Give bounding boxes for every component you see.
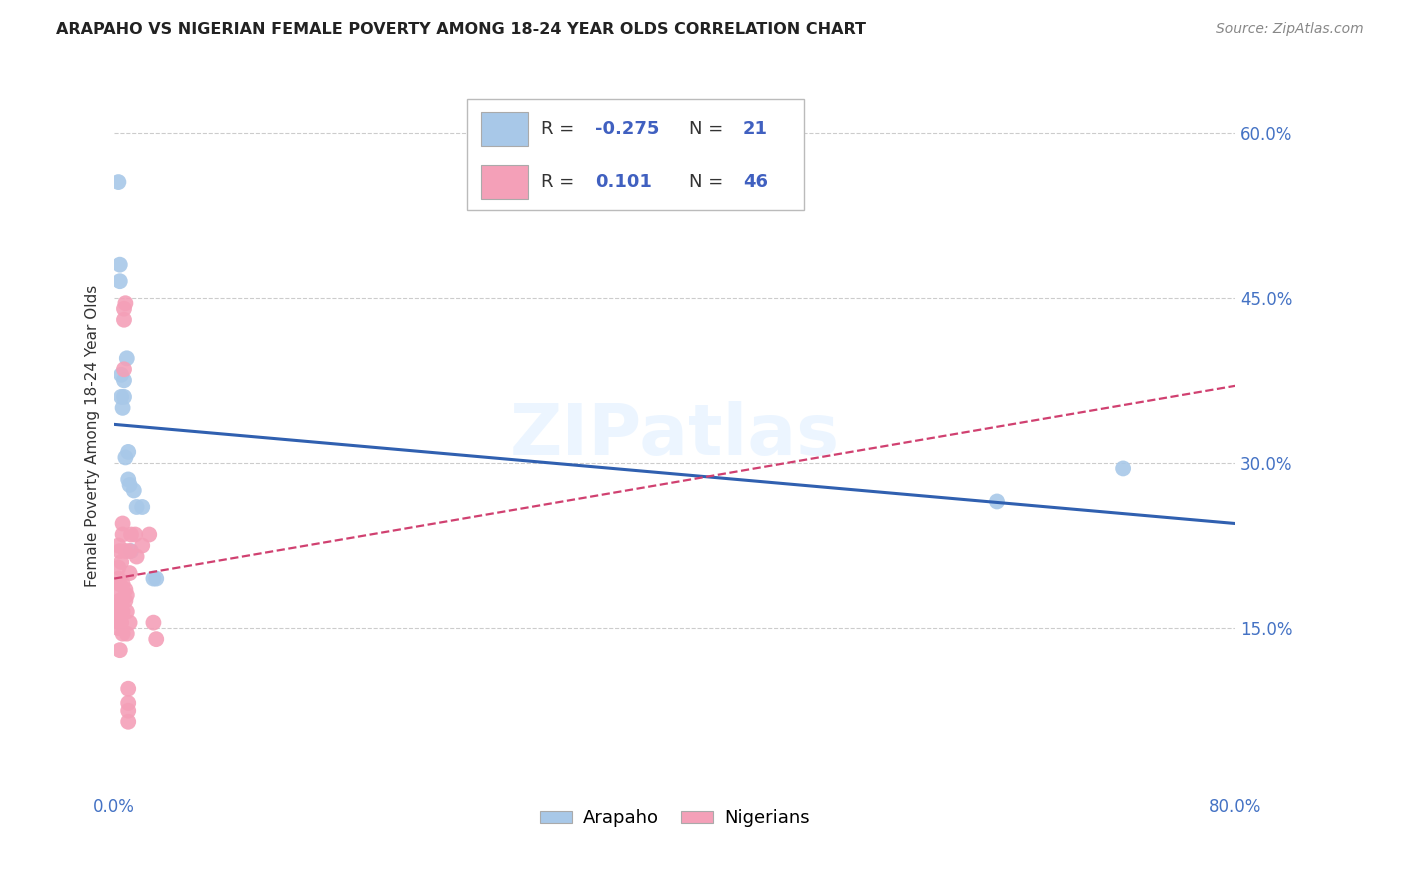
Point (107, 582, 129, 597)
Point (111, 516, 134, 531)
Point (114, 593, 136, 607)
Point (108, 615, 131, 630)
Point (108, 643, 131, 657)
Point (114, 582, 136, 597)
Point (110, 555, 132, 569)
Point (125, 549, 148, 564)
Point (111, 593, 134, 607)
Point (110, 390, 132, 404)
Point (111, 401, 134, 415)
Point (112, 301, 135, 316)
Point (114, 544, 136, 558)
Point (112, 312, 135, 326)
Legend: Arapaho, Nigerians: Arapaho, Nigerians (533, 802, 817, 834)
Point (118, 615, 141, 630)
Point (120, 544, 142, 558)
Point (107, 610, 129, 624)
Point (118, 478, 141, 492)
Point (107, 599, 129, 613)
Point (115, 351, 138, 366)
Point (131, 539, 153, 553)
Point (108, 605, 131, 619)
Point (131, 500, 153, 514)
Point (1112, 461, 1135, 475)
Point (108, 544, 131, 558)
Point (111, 605, 134, 619)
Point (117, 473, 139, 487)
Point (108, 577, 131, 591)
Point (138, 527, 160, 541)
Point (145, 632, 167, 647)
Text: ARAPAHO VS NIGERIAN FEMALE POVERTY AMONG 18-24 YEAR OLDS CORRELATION CHART: ARAPAHO VS NIGERIAN FEMALE POVERTY AMONG… (56, 22, 866, 37)
Point (125, 500, 148, 514)
Point (124, 527, 146, 541)
Point (108, 274, 131, 288)
Point (108, 593, 131, 607)
Point (115, 588, 138, 602)
Point (112, 373, 135, 387)
Point (112, 390, 135, 404)
Point (107, 621, 129, 635)
Point (117, 704, 139, 718)
Point (117, 714, 139, 729)
Point (142, 572, 165, 586)
Point (142, 615, 165, 630)
Point (110, 615, 132, 630)
Point (986, 494, 1008, 508)
Point (115, 626, 138, 640)
Point (118, 566, 141, 580)
Point (115, 605, 138, 619)
Point (108, 258, 131, 272)
Point (112, 362, 135, 376)
Point (117, 445, 139, 459)
Point (111, 527, 134, 541)
Point (111, 626, 134, 640)
Point (114, 450, 136, 465)
Point (111, 577, 134, 591)
Point (110, 368, 132, 382)
Point (117, 696, 139, 710)
Y-axis label: Female Poverty Among 18-24 Year Olds: Female Poverty Among 18-24 Year Olds (86, 285, 100, 587)
Point (145, 572, 167, 586)
Point (110, 593, 132, 607)
Text: ZIPatlas: ZIPatlas (509, 401, 839, 470)
Point (118, 544, 141, 558)
Point (107, 175, 129, 189)
Point (107, 539, 129, 553)
Point (122, 483, 145, 498)
Point (114, 296, 136, 310)
Point (107, 560, 129, 574)
Point (117, 681, 139, 696)
Text: Source: ZipAtlas.com: Source: ZipAtlas.com (1216, 22, 1364, 37)
Point (120, 527, 142, 541)
Point (107, 572, 129, 586)
